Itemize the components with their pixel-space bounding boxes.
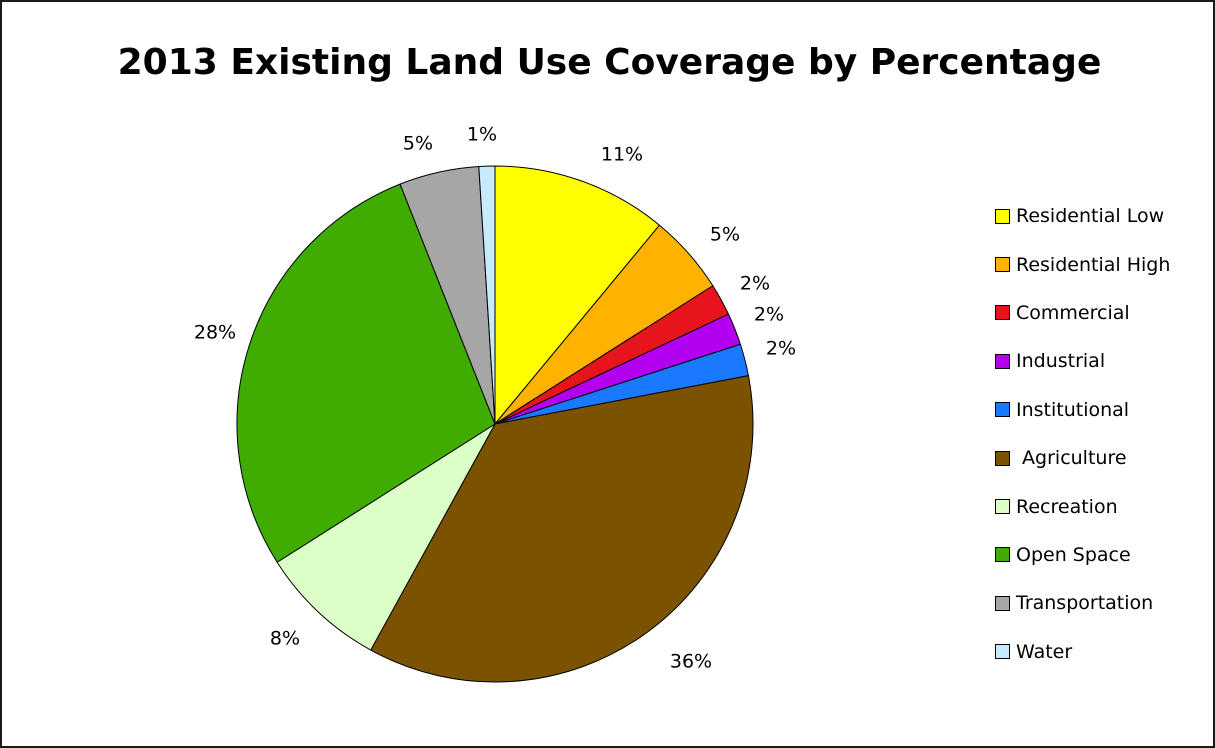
legend-swatch-agriculture bbox=[995, 450, 1010, 466]
legend-item-agriculture: Agriculture bbox=[995, 434, 1170, 482]
legend-item-recreation: Recreation bbox=[995, 482, 1170, 530]
data-label-open-space: 28% bbox=[194, 322, 236, 344]
legend-label-open-space: Open Space bbox=[1016, 543, 1131, 566]
pie-slice-open-space bbox=[236, 183, 496, 563]
legend-swatch-residential-high bbox=[995, 257, 1010, 273]
legend: Residential Low Residential High Commercia… bbox=[995, 192, 1170, 676]
legend-label-recreation: Recreation bbox=[1016, 495, 1118, 518]
legend-item-residential-low: Residential Low bbox=[995, 192, 1170, 240]
data-label-agriculture: 36% bbox=[670, 651, 712, 673]
data-label-commercial: 2% bbox=[740, 273, 770, 295]
legend-item-open-space: Open Space bbox=[995, 531, 1170, 579]
legend-label-residential-high: Residential High bbox=[1016, 253, 1171, 276]
pie-data-labels: 11% 5% 2% 2% 2% 36% 8% 28% 5% 1% bbox=[194, 124, 796, 673]
legend-label-water: Water bbox=[1016, 640, 1073, 663]
legend-swatch-industrial bbox=[995, 353, 1010, 369]
legend-label-agriculture: Agriculture bbox=[1016, 447, 1127, 470]
pie-slice-residential-low bbox=[494, 165, 660, 425]
legend-swatch-open-space bbox=[995, 547, 1010, 563]
legend-label-residential-low: Residential Low bbox=[1016, 205, 1165, 228]
legend-swatch-residential-low bbox=[995, 208, 1010, 224]
legend-label-institutional: Institutional bbox=[1016, 398, 1130, 421]
legend-item-institutional: Institutional bbox=[995, 386, 1170, 434]
pie-slice-agriculture bbox=[370, 375, 754, 683]
pie-slice-water bbox=[478, 165, 496, 425]
legend-label-transportation: Transportation bbox=[1016, 592, 1154, 615]
legend-swatch-water bbox=[995, 644, 1010, 660]
legend-label-commercial: Commercial bbox=[1016, 301, 1130, 324]
data-label-recreation: 8% bbox=[270, 628, 300, 650]
legend-label-industrial: Industrial bbox=[1016, 350, 1106, 373]
legend-item-residential-high: Residential High bbox=[995, 240, 1170, 288]
data-label-institutional: 2% bbox=[766, 338, 796, 360]
legend-item-commercial: Commercial bbox=[995, 289, 1170, 337]
data-label-industrial: 2% bbox=[754, 304, 784, 326]
legend-swatch-transportation bbox=[995, 595, 1010, 611]
legend-swatch-recreation bbox=[995, 499, 1010, 515]
legend-item-water: Water bbox=[995, 628, 1170, 676]
data-label-transportation: 5% bbox=[403, 133, 433, 155]
data-label-residential-low: 11% bbox=[601, 144, 643, 166]
chart-title: 2013 Existing Land Use Coverage by Perce… bbox=[117, 42, 1102, 83]
legend-swatch-commercial bbox=[995, 305, 1010, 321]
data-label-water: 1% bbox=[467, 124, 497, 146]
legend-swatch-institutional bbox=[995, 402, 1010, 418]
pie-slices bbox=[236, 165, 754, 683]
data-label-residential-high: 5% bbox=[710, 224, 740, 246]
legend-item-transportation: Transportation bbox=[995, 579, 1170, 627]
pie-slice-recreation bbox=[276, 423, 496, 651]
legend-item-industrial: Industrial bbox=[995, 337, 1170, 385]
